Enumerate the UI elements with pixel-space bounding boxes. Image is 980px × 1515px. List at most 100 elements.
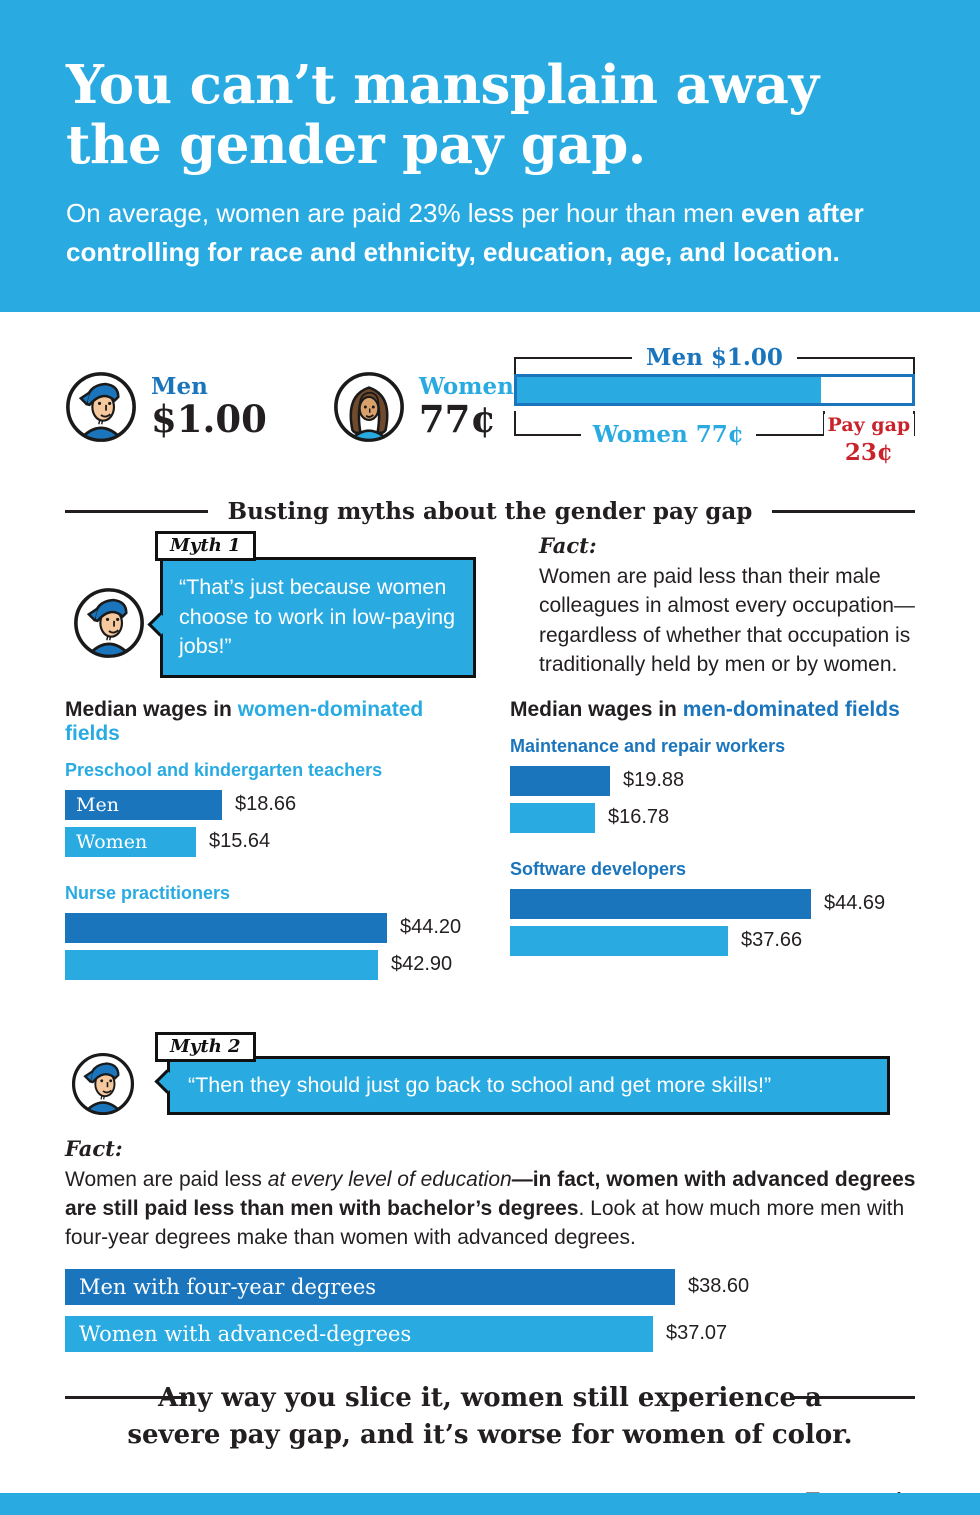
myths-section-heading: Busting myths about the gender pay gap — [65, 498, 915, 525]
pay-comparison-section: Men $1.00 Women — [65, 342, 915, 472]
women-bar: Women — [65, 826, 196, 857]
men-degrees-bar: Men with four-year degrees — [65, 1268, 675, 1305]
speech-bubble-tail — [154, 1069, 179, 1094]
women-pay-fill — [516, 376, 822, 403]
women-bar — [65, 949, 378, 980]
bar-value: $44.69 — [824, 892, 886, 915]
bar-value: $37.66 — [741, 929, 803, 952]
maintenance-workers-group: Maintenance and repair workers $19.88 $1… — [510, 736, 915, 833]
men-bar — [510, 765, 610, 796]
men-bracket: Men $1.00 — [513, 343, 915, 374]
bracket-tick — [513, 356, 516, 374]
subtitle-bold: even after controlling for race and ethn… — [66, 197, 864, 267]
bar-row-men: $19.88 — [510, 765, 915, 796]
myth2-section: Myth 2 “Then they should just go back to… — [65, 1031, 915, 1128]
group-title: Maintenance and repair workers — [510, 735, 786, 756]
page-title: You can’t mansplain away the gender pay … — [66, 55, 914, 176]
bracket-tick — [913, 410, 915, 436]
myth1-quote: “That’s just because women choose to wor… — [179, 575, 456, 659]
women-degrees-bar: Women with advanced-degrees — [65, 1315, 653, 1352]
page-subtitle: On average, women are paid 23% less per … — [66, 194, 914, 272]
fact2-seg2-italic: at every level of education — [267, 1167, 512, 1191]
myth1-speech-bubble: “That’s just because women choose to wor… — [147, 557, 476, 678]
women-persona: Women 77¢ — [333, 371, 514, 443]
pay-gap-bar-chart: Men $1.00 Women 77¢ Pay gap 23¢ — [513, 343, 915, 471]
fact2-seg1: Women are paid less — [65, 1167, 268, 1191]
women-dominated-chart: Median wages in women-dominated fields P… — [65, 698, 470, 1006]
fact2-block: Fact: Women are paid less at every level… — [65, 1136, 915, 1253]
heading-colored: women-dominated fields — [65, 697, 424, 745]
pay-gap-bar — [513, 373, 915, 406]
preschool-teachers-group: Preschool and kindergarten teachers Men … — [65, 760, 470, 857]
bar-row-men-degrees: Men with four-year degrees $38.60 — [65, 1268, 915, 1305]
women-bracket: Women 77¢ Pay gap 23¢ — [513, 410, 915, 471]
bar-value: $37.07 — [666, 1322, 728, 1345]
bar-value: $44.20 — [400, 916, 462, 939]
women-label: Women — [418, 372, 514, 400]
bar-row-women: $37.66 — [510, 925, 915, 956]
bar-value: $16.78 — [608, 806, 670, 829]
men-label: Men — [151, 372, 208, 400]
man-avatar-icon — [66, 372, 136, 442]
men-persona: Men $1.00 — [65, 371, 267, 443]
bar-label: Women with advanced-degrees — [79, 1321, 412, 1346]
bar-row-men: Men $18.66 — [65, 789, 470, 820]
bottom-accent-strip — [0, 1493, 980, 1515]
myth1-tag: Myth 1 — [155, 531, 256, 561]
woman-avatar-icon — [333, 372, 404, 442]
fact1-label: Fact: — [539, 533, 597, 558]
paygap-value: 23¢ — [844, 438, 893, 466]
fact2-text: Women are paid less at every level of ed… — [65, 1165, 925, 1253]
closing-rule-left — [65, 1395, 187, 1399]
myths-section-title: Busting myths about the gender pay gap — [227, 498, 753, 525]
heading-rule-left — [65, 510, 208, 513]
fact2-seg3-bold: —in fact, women with advanced degrees ar… — [65, 1167, 916, 1220]
bar-value: $38.60 — [688, 1275, 750, 1298]
closing-rule-right — [793, 1395, 915, 1399]
bar-value: $18.66 — [235, 793, 297, 816]
fact1-block: Fact: Women are paid less than their mal… — [539, 531, 915, 680]
bar-value: $15.64 — [209, 830, 271, 853]
men-bar: Men — [65, 789, 222, 820]
myth2-quote: “Then they should just go back to school… — [188, 1072, 772, 1097]
man-avatar-icon — [71, 1052, 135, 1115]
men-bar — [65, 912, 387, 943]
myth1-section: Myth 1 “That’s just because women choose… — [65, 531, 915, 680]
men-dominated-chart: Median wages in men-dominated fields Mai… — [510, 698, 915, 1006]
women-bracket-label: Women 77¢ — [580, 420, 756, 448]
women-bar — [510, 802, 595, 833]
closing-statement: Any way you slice it, women still experi… — [65, 1380, 915, 1455]
median-wages-charts: Median wages in women-dominated fields P… — [65, 698, 915, 1006]
men-bar — [510, 888, 811, 919]
heading-plain: Median wages in — [510, 697, 683, 721]
heading-plain: Median wages in — [65, 697, 238, 721]
hero-banner: You can’t mansplain away the gender pay … — [0, 0, 980, 312]
women-dominated-heading: Median wages in women-dominated fields — [65, 698, 470, 746]
women-value: 77¢ — [418, 396, 497, 441]
men-bracket-label: Men $1.00 — [632, 343, 797, 371]
bar-row-women: $42.90 — [65, 949, 470, 980]
bar-row-men: $44.69 — [510, 888, 915, 919]
speech-bubble-tail — [147, 612, 172, 637]
heading-colored: men-dominated fields — [682, 697, 900, 721]
education-bar-chart: Men with four-year degrees $38.60 Women … — [65, 1268, 915, 1352]
fact2-seg4: . Look at how much more men with four-ye… — [65, 1196, 905, 1250]
men-dominated-heading: Median wages in men-dominated fields — [510, 698, 915, 722]
bar-value: $42.90 — [391, 953, 453, 976]
subtitle-regular: On average, women are paid 23% less per … — [66, 197, 741, 228]
men-value: $1.00 — [151, 396, 267, 441]
paygap-label: Pay gap — [823, 413, 915, 436]
group-title: Preschool and kindergarten teachers — [65, 759, 383, 780]
nurse-practitioners-group: Nurse practitioners $44.20 $42.90 — [65, 883, 470, 980]
bar-row-women: $16.78 — [510, 802, 915, 833]
software-developers-group: Software developers $44.69 $37.66 — [510, 859, 915, 956]
bar-label: Men with four-year degrees — [79, 1274, 377, 1299]
bracket-tick — [513, 410, 516, 436]
bar-label: Men — [76, 793, 119, 816]
bar-value: $19.88 — [623, 769, 685, 792]
man-avatar-icon — [74, 588, 144, 658]
closing-line2: severe pay gap, and it’s worse for women… — [127, 1420, 853, 1451]
group-title: Nurse practitioners — [65, 882, 231, 903]
myth1-bubble-area: Myth 1 “That’s just because women choose… — [65, 531, 535, 679]
